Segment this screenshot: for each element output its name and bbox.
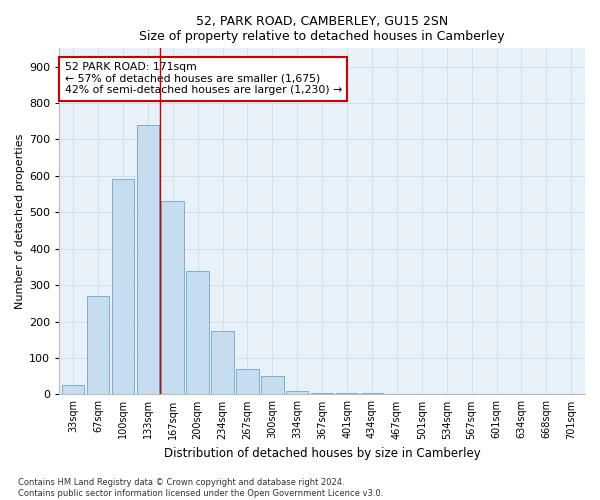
Bar	[311, 392, 334, 394]
X-axis label: Distribution of detached houses by size in Camberley: Distribution of detached houses by size …	[164, 447, 481, 460]
Text: 52 PARK ROAD: 171sqm
← 57% of detached houses are smaller (1,675)
42% of semi-de: 52 PARK ROAD: 171sqm ← 57% of detached h…	[65, 62, 342, 96]
Bar	[87, 296, 109, 394]
Bar	[187, 270, 209, 394]
Bar	[286, 391, 308, 394]
Bar	[161, 202, 184, 394]
Bar	[137, 125, 159, 394]
Bar	[236, 369, 259, 394]
Bar	[261, 376, 284, 394]
Bar	[62, 386, 84, 394]
Title: 52, PARK ROAD, CAMBERLEY, GU15 2SN
Size of property relative to detached houses : 52, PARK ROAD, CAMBERLEY, GU15 2SN Size …	[139, 15, 505, 43]
Y-axis label: Number of detached properties: Number of detached properties	[15, 134, 25, 309]
Bar	[112, 180, 134, 394]
Bar	[336, 392, 358, 394]
Text: Contains HM Land Registry data © Crown copyright and database right 2024.
Contai: Contains HM Land Registry data © Crown c…	[18, 478, 383, 498]
Bar	[211, 330, 234, 394]
